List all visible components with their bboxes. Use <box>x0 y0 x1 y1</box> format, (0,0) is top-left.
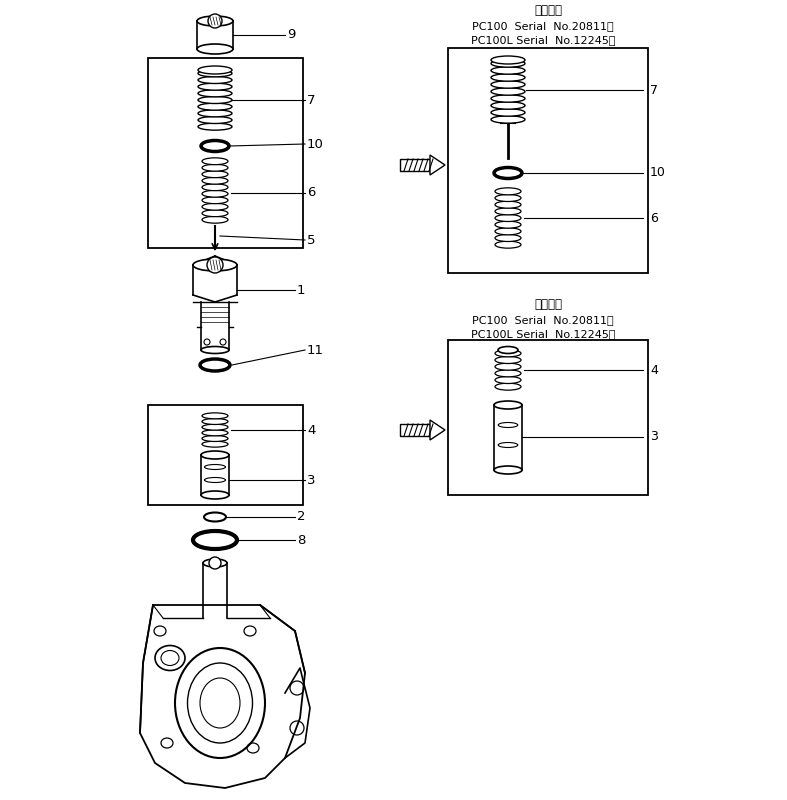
Ellipse shape <box>495 234 521 242</box>
Ellipse shape <box>495 241 521 248</box>
Bar <box>400 424 430 436</box>
Ellipse shape <box>495 377 521 383</box>
Ellipse shape <box>198 77 232 83</box>
Ellipse shape <box>202 184 228 190</box>
Text: 2: 2 <box>297 510 305 523</box>
Text: 適用機種: 適用機種 <box>534 3 562 17</box>
Ellipse shape <box>491 60 525 67</box>
Text: 7: 7 <box>650 83 658 97</box>
Ellipse shape <box>491 88 525 95</box>
Bar <box>400 159 430 171</box>
Text: 11: 11 <box>307 343 324 357</box>
Ellipse shape <box>202 164 228 171</box>
Text: PC100  Serial  No.20811～: PC100 Serial No.20811～ <box>472 21 614 31</box>
Ellipse shape <box>202 430 228 436</box>
Circle shape <box>207 257 223 273</box>
Circle shape <box>209 557 221 569</box>
Ellipse shape <box>491 67 525 74</box>
Ellipse shape <box>491 102 525 109</box>
Polygon shape <box>430 155 445 175</box>
Text: 適用機種: 適用機種 <box>534 298 562 311</box>
Ellipse shape <box>198 117 232 123</box>
Text: 3: 3 <box>650 430 658 443</box>
Text: 7: 7 <box>307 94 316 106</box>
Text: 9: 9 <box>287 29 295 42</box>
Ellipse shape <box>198 110 232 117</box>
Ellipse shape <box>491 56 525 64</box>
Ellipse shape <box>494 401 522 409</box>
Text: 4: 4 <box>307 423 316 437</box>
Ellipse shape <box>495 201 521 208</box>
Ellipse shape <box>202 178 228 184</box>
Ellipse shape <box>495 214 521 222</box>
Ellipse shape <box>197 44 233 54</box>
Ellipse shape <box>198 83 232 90</box>
Text: 6: 6 <box>650 211 658 225</box>
Ellipse shape <box>495 188 521 195</box>
Ellipse shape <box>202 210 228 217</box>
Ellipse shape <box>494 466 522 474</box>
Ellipse shape <box>197 16 233 26</box>
Bar <box>148 58 303 248</box>
Ellipse shape <box>198 70 232 77</box>
Ellipse shape <box>198 90 232 97</box>
Ellipse shape <box>498 346 518 354</box>
Bar <box>148 405 303 505</box>
Text: 6: 6 <box>307 186 316 199</box>
Ellipse shape <box>495 208 521 215</box>
Bar <box>448 340 648 495</box>
Ellipse shape <box>198 123 232 130</box>
Ellipse shape <box>201 451 229 459</box>
Ellipse shape <box>202 435 228 442</box>
Circle shape <box>204 339 210 345</box>
Text: 5: 5 <box>307 234 316 246</box>
Ellipse shape <box>495 221 521 228</box>
Ellipse shape <box>495 357 521 363</box>
Polygon shape <box>430 420 445 440</box>
Ellipse shape <box>202 216 228 223</box>
Text: PC100L Serial  No.12245～: PC100L Serial No.12245～ <box>471 329 615 339</box>
Ellipse shape <box>202 203 228 210</box>
Ellipse shape <box>202 441 228 447</box>
Ellipse shape <box>491 109 525 116</box>
Bar <box>448 48 648 273</box>
Text: 4: 4 <box>650 363 658 377</box>
Ellipse shape <box>198 97 232 103</box>
Circle shape <box>208 14 222 28</box>
Text: 1: 1 <box>297 283 305 297</box>
Ellipse shape <box>495 370 521 377</box>
Ellipse shape <box>491 74 525 81</box>
Ellipse shape <box>491 81 525 88</box>
Text: 10: 10 <box>650 166 666 179</box>
Ellipse shape <box>201 346 229 354</box>
Ellipse shape <box>495 228 521 235</box>
Ellipse shape <box>202 171 228 178</box>
Ellipse shape <box>202 424 228 430</box>
Ellipse shape <box>495 350 521 357</box>
Circle shape <box>220 339 226 345</box>
Ellipse shape <box>202 158 228 165</box>
Ellipse shape <box>193 259 237 271</box>
Text: 3: 3 <box>307 474 316 486</box>
Ellipse shape <box>495 363 521 370</box>
Ellipse shape <box>202 413 228 419</box>
Text: 8: 8 <box>297 534 305 546</box>
Text: 10: 10 <box>307 138 324 150</box>
Text: PC100L Serial  No.12245～: PC100L Serial No.12245～ <box>471 35 615 45</box>
Ellipse shape <box>198 103 232 110</box>
Ellipse shape <box>495 194 521 202</box>
Ellipse shape <box>491 116 525 123</box>
Text: PC100  Serial  No.20811～: PC100 Serial No.20811～ <box>472 315 614 325</box>
Ellipse shape <box>203 559 227 567</box>
Ellipse shape <box>495 383 521 390</box>
Ellipse shape <box>198 66 232 74</box>
Ellipse shape <box>202 190 228 197</box>
Ellipse shape <box>491 95 525 102</box>
Ellipse shape <box>202 418 228 425</box>
Ellipse shape <box>201 491 229 499</box>
Ellipse shape <box>202 197 228 204</box>
